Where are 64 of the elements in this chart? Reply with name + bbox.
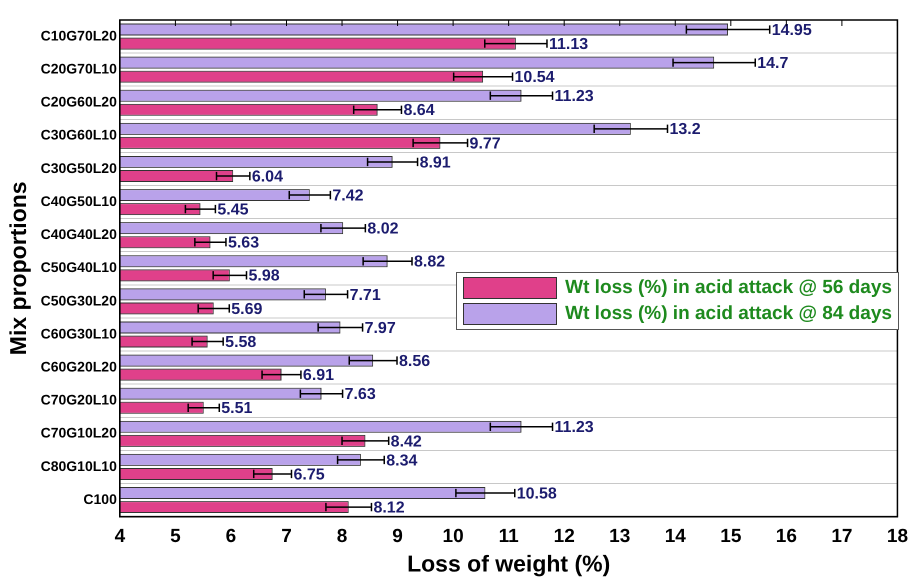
data-label: 6.75 bbox=[293, 466, 325, 484]
data-label: 8.91 bbox=[420, 154, 451, 172]
data-label: 11.23 bbox=[554, 419, 594, 436]
data-label: 5.69 bbox=[231, 300, 263, 318]
data-label: 7.42 bbox=[332, 187, 364, 204]
data-label: 7.63 bbox=[344, 386, 376, 404]
data-label: 5.51 bbox=[221, 400, 253, 418]
x-tick-label: 15 bbox=[720, 526, 742, 548]
x-tick-label: 12 bbox=[554, 526, 575, 548]
data-label: 9.77 bbox=[470, 135, 501, 152]
x-tick-label: 10 bbox=[442, 526, 464, 548]
y-tick-label: C60G20L20 bbox=[40, 358, 118, 374]
data-label: 6.91 bbox=[302, 367, 334, 384]
data-label: 8.56 bbox=[399, 352, 430, 370]
x-tick-label: 17 bbox=[831, 526, 852, 548]
y-tick-label: C70G10L20 bbox=[40, 424, 118, 441]
data-label: 8.64 bbox=[403, 102, 435, 120]
x-tick-label: 6 bbox=[226, 526, 236, 548]
x-tick-label: 11 bbox=[498, 526, 520, 548]
y-tick-label: C40G50L10 bbox=[40, 192, 118, 209]
y-tick-label: C10G70L20 bbox=[40, 27, 118, 44]
y-tick-label: C70G20L10 bbox=[40, 392, 118, 408]
data-label: 5.63 bbox=[228, 234, 260, 252]
x-tick-label: 4 bbox=[114, 526, 126, 548]
y-tick-label: C30G60L10 bbox=[40, 126, 118, 143]
data-label: 6.04 bbox=[252, 168, 284, 186]
x-tick-label: 18 bbox=[886, 526, 908, 548]
data-label: 14.7 bbox=[757, 55, 788, 72]
y-tick-label: C50G30L20 bbox=[40, 292, 118, 308]
y-tick-label: C50G40L10 bbox=[40, 259, 118, 276]
legend-label: Wt loss (%) in acid attack @ 56 days bbox=[565, 277, 892, 299]
y-tick-label: C100 bbox=[83, 490, 118, 507]
data-label: 11.13 bbox=[548, 36, 588, 53]
x-tick-label: 8 bbox=[336, 526, 348, 548]
data-label: 11.23 bbox=[554, 88, 594, 106]
data-label: 14.95 bbox=[772, 22, 812, 39]
data-label: 7.71 bbox=[350, 286, 381, 304]
x-tick-label: 13 bbox=[609, 526, 630, 548]
y-tick-label: C40G40L20 bbox=[40, 226, 118, 242]
y-tick-label: C60G30L10 bbox=[40, 325, 118, 342]
x-tick-label: 14 bbox=[664, 526, 686, 548]
x-tick-label: 5 bbox=[170, 526, 182, 548]
data-label: 10.58 bbox=[516, 485, 557, 502]
y-tick-label: C20G70L10 bbox=[40, 60, 118, 77]
data-label: 10.54 bbox=[514, 69, 555, 86]
data-label: 8.42 bbox=[390, 433, 422, 450]
data-label: 8.12 bbox=[373, 499, 405, 516]
data-label: 8.34 bbox=[386, 452, 418, 470]
data-label: 5.45 bbox=[217, 202, 249, 219]
y-tick-label: C20G60L20 bbox=[40, 94, 118, 110]
data-label: 8.02 bbox=[367, 220, 399, 238]
y-tick-label: C30G50L20 bbox=[40, 160, 118, 176]
x-tick-label: 9 bbox=[392, 526, 403, 548]
x-axis-title: Loss of weight (%) bbox=[407, 550, 610, 577]
y-axis-title: Mix proportions bbox=[5, 181, 32, 356]
data-label: 13.2 bbox=[669, 121, 701, 138]
data-label: 7.97 bbox=[364, 320, 396, 337]
y-tick-label: C80G10L10 bbox=[40, 458, 118, 474]
data-label: 5.58 bbox=[225, 334, 256, 351]
x-tick-label: 16 bbox=[776, 526, 797, 548]
data-label: 8.82 bbox=[414, 254, 446, 271]
data-label: 5.98 bbox=[248, 268, 280, 285]
x-tick-label: 7 bbox=[281, 526, 292, 548]
legend-label: Wt loss (%) in acid attack @ 84 days bbox=[565, 303, 892, 325]
